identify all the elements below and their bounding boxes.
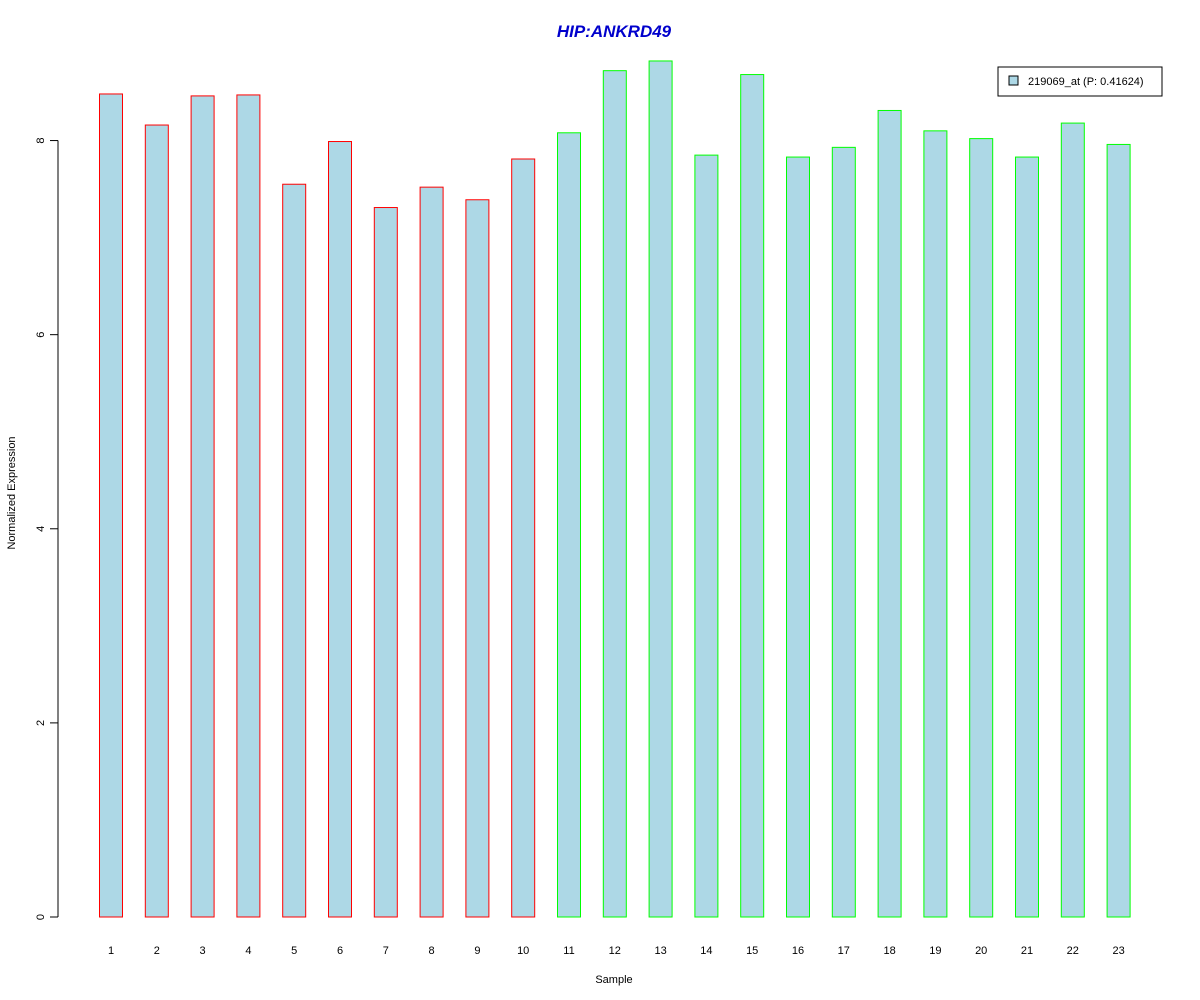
x-tick-label: 6 [337,945,343,957]
bar-sample-18 [877,109,902,918]
bar-sample-12 [602,70,627,918]
bar-sample-4 [236,94,261,918]
x-tick-label: 2 [154,945,160,957]
bar-sample-17 [831,146,856,918]
x-tick-label: 22 [1067,945,1079,957]
bar-sample-7 [373,207,398,918]
x-tick-label: 23 [1112,945,1124,957]
y-tick-label: 2 [35,720,47,726]
x-tick-label: 16 [792,945,804,957]
x-tick-labels: 1 2 3 4 5 6 7 8 9 10 11 12 13 14 15 16 17 18 19 20 21 22 23 [108,945,1125,957]
x-tick-label: 20 [975,945,987,957]
bar-sample-9 [465,199,490,918]
x-tick-label: 9 [474,945,480,957]
x-tick-label: 15 [746,945,758,957]
x-tick-label: 18 [883,945,895,957]
bar-sample-6 [328,141,352,918]
x-tick-label: 13 [654,945,666,957]
bar-sample-14 [694,154,719,918]
y-axis: 0 2 4 6 8 [35,137,59,920]
bars [99,60,1131,918]
x-tick-label: 8 [429,945,435,957]
bar-sample-16 [786,156,810,918]
bar-sample-8 [419,186,444,918]
x-tick-label: 11 [563,945,574,957]
bar-sample-19 [923,130,948,918]
x-tick-label: 4 [245,945,251,957]
x-tick-label: 1 [108,945,114,957]
legend-swatch [1008,75,1019,86]
y-axis-label: Normalized Expression [6,436,18,549]
bar-sample-5 [282,183,307,918]
legend-label: 219069_at (P: 0.41624) [1028,76,1144,88]
x-tick-label: 7 [383,945,389,957]
bar-sample-15 [740,74,765,918]
bar-sample-10 [511,158,536,918]
bar-sample-2 [144,124,169,918]
y-tick-label: 4 [35,526,47,532]
x-tick-label: 21 [1021,945,1033,957]
x-tick-label: 12 [609,945,621,957]
x-tick-label: 10 [517,945,529,957]
bar-sample-20 [969,138,994,918]
bar-sample-1 [99,93,123,918]
legend: 219069_at (P: 0.41624) [997,66,1163,97]
bar-sample-23 [1106,143,1131,918]
bar-sample-11 [557,132,581,918]
bar-sample-13 [648,60,673,918]
y-tick-label: 0 [35,914,47,920]
y-tick-label: 6 [35,332,47,338]
x-tick-label: 19 [929,945,941,957]
legend-box [997,66,1163,97]
x-axis-label: Sample [595,974,632,986]
x-tick-label: 14 [700,945,712,957]
bar-sample-3 [190,95,215,918]
bar-sample-22 [1060,122,1085,918]
x-tick-label: 3 [200,945,206,957]
chart-title: HIP:ANKRD49 [557,22,672,41]
bar-sample-21 [1015,156,1039,918]
y-tick-label: 8 [35,137,47,143]
x-tick-label: 5 [291,945,297,957]
x-tick-label: 17 [838,945,850,957]
